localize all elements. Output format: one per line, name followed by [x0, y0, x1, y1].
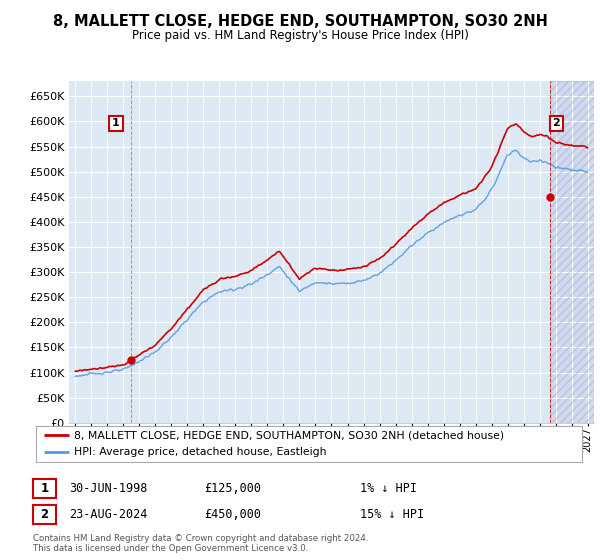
Text: 1: 1	[40, 482, 49, 495]
Text: Price paid vs. HM Land Registry's House Price Index (HPI): Price paid vs. HM Land Registry's House …	[131, 29, 469, 42]
Text: 8, MALLETT CLOSE, HEDGE END, SOUTHAMPTON, SO30 2NH (detached house): 8, MALLETT CLOSE, HEDGE END, SOUTHAMPTON…	[74, 431, 505, 440]
Text: 1: 1	[112, 118, 120, 128]
Text: HPI: Average price, detached house, Eastleigh: HPI: Average price, detached house, East…	[74, 447, 327, 457]
Text: £450,000: £450,000	[204, 507, 261, 521]
Text: Contains HM Land Registry data © Crown copyright and database right 2024.
This d: Contains HM Land Registry data © Crown c…	[33, 534, 368, 553]
Text: 8, MALLETT CLOSE, HEDGE END, SOUTHAMPTON, SO30 2NH: 8, MALLETT CLOSE, HEDGE END, SOUTHAMPTON…	[53, 14, 547, 29]
Text: 2: 2	[553, 118, 560, 128]
Text: 23-AUG-2024: 23-AUG-2024	[69, 507, 148, 521]
Bar	[550, 81, 596, 423]
Text: 1% ↓ HPI: 1% ↓ HPI	[360, 482, 417, 495]
Text: 2: 2	[40, 507, 49, 521]
Text: 30-JUN-1998: 30-JUN-1998	[69, 482, 148, 495]
Text: 15% ↓ HPI: 15% ↓ HPI	[360, 507, 424, 521]
Text: £125,000: £125,000	[204, 482, 261, 495]
